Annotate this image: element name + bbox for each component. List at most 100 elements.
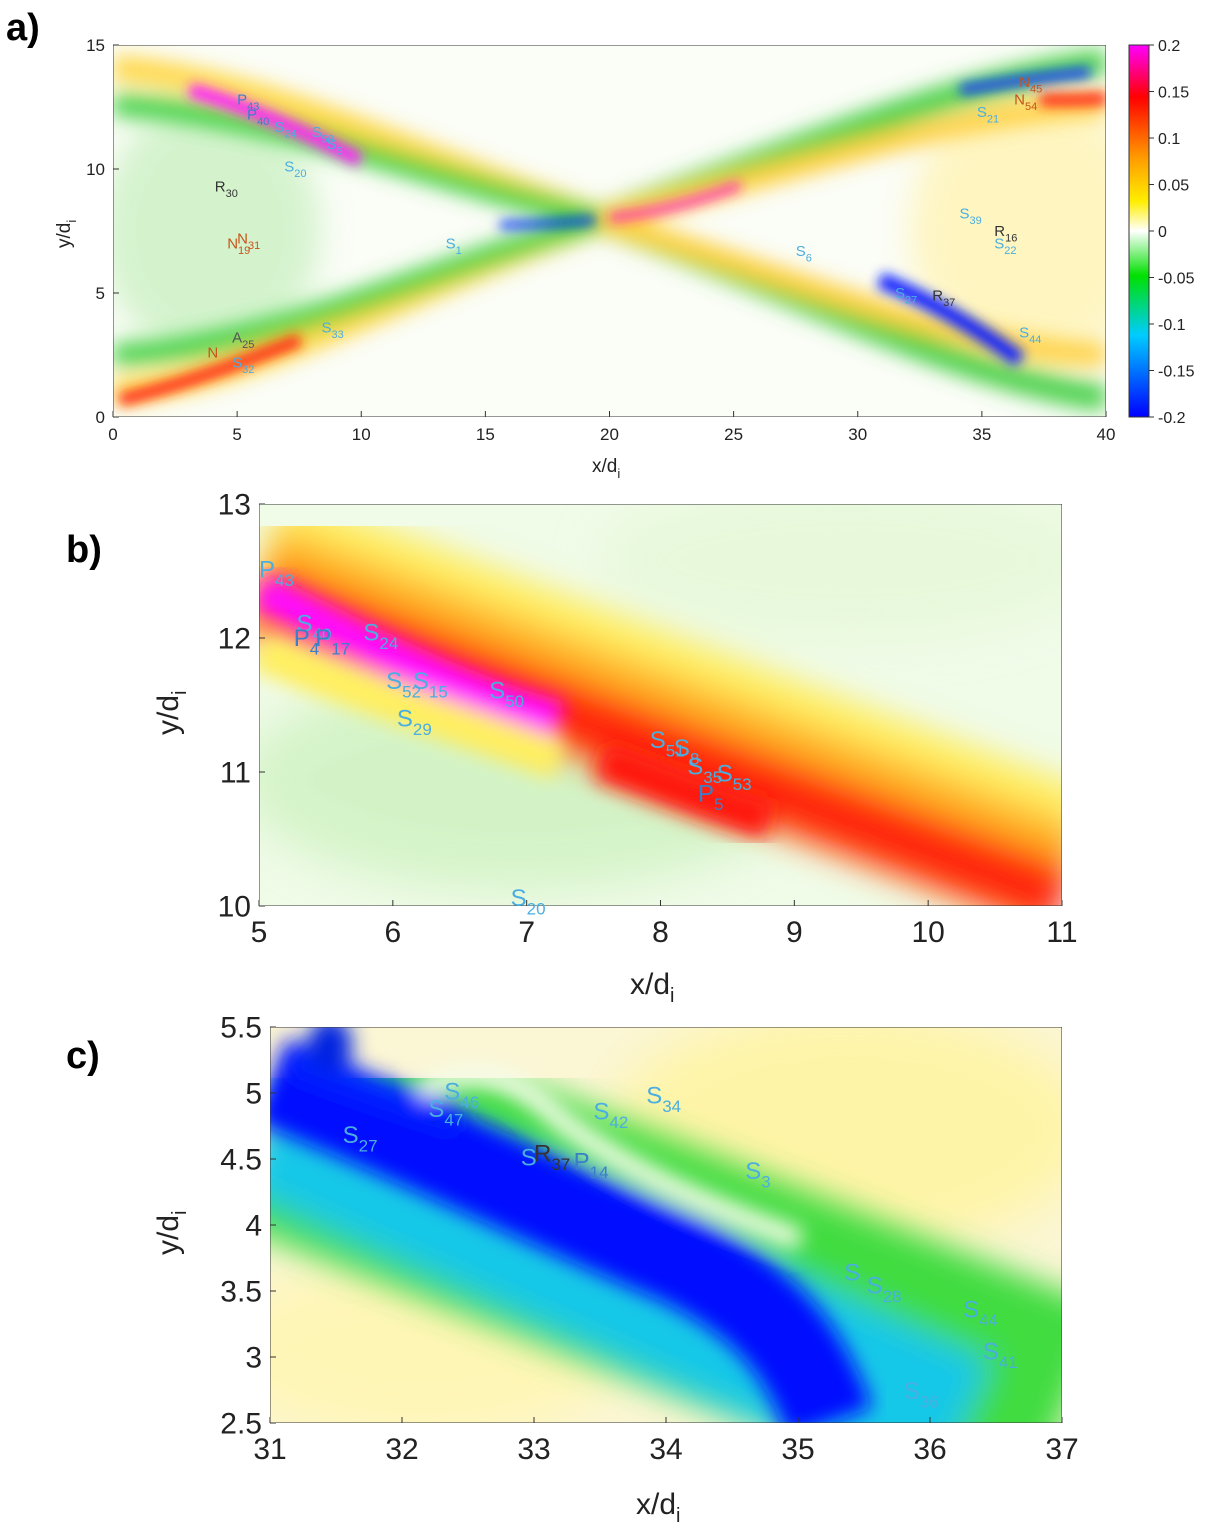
panel-c-xticks: 31 32 33 34 35 36 37 xyxy=(253,1417,1079,1466)
marker-subscript: 52 xyxy=(402,682,421,701)
x-tick-label: 35 xyxy=(972,425,991,444)
panel-b-xlabel: x/di xyxy=(630,968,674,1007)
marker-subscript: 34 xyxy=(662,1097,681,1116)
x-tick-label: 5 xyxy=(251,916,268,949)
marker-subscript: 43 xyxy=(247,101,259,113)
colorbar xyxy=(1128,44,1150,418)
marker-subscript: 39 xyxy=(970,215,982,227)
marker-letter: S xyxy=(904,1378,920,1405)
y-tick-label: 3.5 xyxy=(220,1276,262,1309)
panel-a-yticks: 0 5 10 15 xyxy=(86,36,119,427)
marker-label: S28 xyxy=(867,1273,902,1307)
panel-c-heatmap xyxy=(270,1027,1062,1423)
colorbar-tick-label: -0.15 xyxy=(1158,364,1195,381)
marker-subscript: 16 xyxy=(1005,232,1017,244)
panel-b-annotations: P43S40P4P17S24S52S15S29S50S51S8S35S53P5S… xyxy=(259,557,752,919)
y-tick-label: 11 xyxy=(220,757,251,790)
marker-letter: R xyxy=(932,287,943,304)
marker-subscript: 43 xyxy=(275,571,294,590)
marker-letter: S xyxy=(322,320,332,337)
marker-letter: P xyxy=(237,92,247,109)
marker-label: S34 xyxy=(646,1083,681,1117)
marker-subscript: 41 xyxy=(999,1353,1018,1372)
marker-letter: S xyxy=(960,206,970,223)
marker-letter: R xyxy=(994,223,1005,240)
panel-a-ylabel: y/di xyxy=(54,220,79,248)
marker-letter: N xyxy=(1014,92,1025,109)
marker-subscript: 40 xyxy=(312,625,331,644)
marker-label: S32 xyxy=(232,354,254,376)
marker-label: S42 xyxy=(593,1098,628,1132)
panel-a-heatmap xyxy=(113,45,1106,417)
marker-label: P43 xyxy=(259,557,294,591)
marker-subscript: 4 xyxy=(310,640,319,659)
marker-subscript: 37 xyxy=(943,297,955,309)
marker-letter: S xyxy=(296,610,312,637)
marker-letter: S xyxy=(687,754,703,781)
colorbar-tick-label: -0.1 xyxy=(1158,317,1186,334)
marker-label: S44 xyxy=(963,1296,998,1330)
marker-label: S36 xyxy=(904,1378,939,1412)
y-tick-label: 0 xyxy=(96,408,105,427)
marker-letter: S xyxy=(977,104,987,121)
x-tick-label: 11 xyxy=(1046,916,1077,949)
marker-label: N19 xyxy=(227,235,250,256)
colorbar-tick-label: -0.2 xyxy=(1158,410,1186,427)
marker-label: S50 xyxy=(312,124,334,146)
marker-subscript: 32 xyxy=(242,364,254,376)
marker-subscript: 20 xyxy=(294,168,306,180)
x-tick-label: 10 xyxy=(911,916,944,949)
marker-letter: N xyxy=(207,344,218,361)
marker-label: S46 xyxy=(444,1079,479,1113)
marker-letter: R xyxy=(215,178,226,195)
panel-b-yticks: 10 11 12 13 xyxy=(218,489,265,924)
marker-subscript: 31 xyxy=(248,240,260,252)
marker-subscript: 54 xyxy=(1025,101,1037,113)
x-tick-label: 30 xyxy=(848,425,867,444)
marker-label: P17 xyxy=(315,625,350,659)
marker-letter: S xyxy=(674,735,690,762)
y-tick-label: 10 xyxy=(86,160,105,179)
x-tick-label: 9 xyxy=(786,916,803,949)
marker-label: S8 xyxy=(674,735,699,769)
marker-subscript: 47 xyxy=(444,1110,463,1129)
x-tick-label: 10 xyxy=(352,425,371,444)
marker-label: S5 xyxy=(326,136,342,158)
x-tick-label: 0 xyxy=(108,425,117,444)
marker-subscript: 19 xyxy=(238,245,250,257)
marker-subscript: 24 xyxy=(284,128,296,140)
marker-subscript: 22 xyxy=(1004,245,1016,257)
marker-letter: P xyxy=(698,780,714,807)
marker-letter: S xyxy=(326,136,336,153)
marker-letter: S xyxy=(489,677,505,704)
colorbar-tick-label: 0.1 xyxy=(1158,131,1180,148)
marker-letter: S xyxy=(796,243,806,260)
y-tick-label: 5 xyxy=(245,1078,262,1111)
marker-label: S20 xyxy=(511,885,546,919)
x-tick-label: 40 xyxy=(1097,425,1116,444)
panel-c-ylabel: y/di xyxy=(152,1211,191,1255)
x-tick-label: 7 xyxy=(518,916,535,949)
marker-label: S47 xyxy=(428,1096,463,1130)
marker-label: S51 xyxy=(650,727,685,761)
marker-label: S40 xyxy=(296,610,331,644)
marker-subscript: 14 xyxy=(590,1163,609,1182)
marker-letter: S xyxy=(844,1259,860,1286)
marker-letter: S xyxy=(413,668,429,695)
y-tick-label: 4.5 xyxy=(220,1144,262,1177)
marker-label: S35 xyxy=(687,754,722,788)
marker-subscript: 40 xyxy=(257,116,269,128)
marker-letter: A xyxy=(232,330,242,347)
marker-subscript: 45 xyxy=(1030,84,1042,96)
marker-label: P4 xyxy=(294,625,319,659)
colorbar-tick-label: 0.15 xyxy=(1158,85,1189,102)
marker-subscript: 15 xyxy=(429,682,448,701)
marker-letter: S xyxy=(867,1273,883,1300)
marker-label: S xyxy=(844,1259,860,1286)
marker-letter: P xyxy=(259,557,275,584)
marker-subscript: 44 xyxy=(1029,334,1041,346)
marker-label: P43 xyxy=(237,92,259,114)
marker-subscript: 28 xyxy=(883,1287,902,1306)
